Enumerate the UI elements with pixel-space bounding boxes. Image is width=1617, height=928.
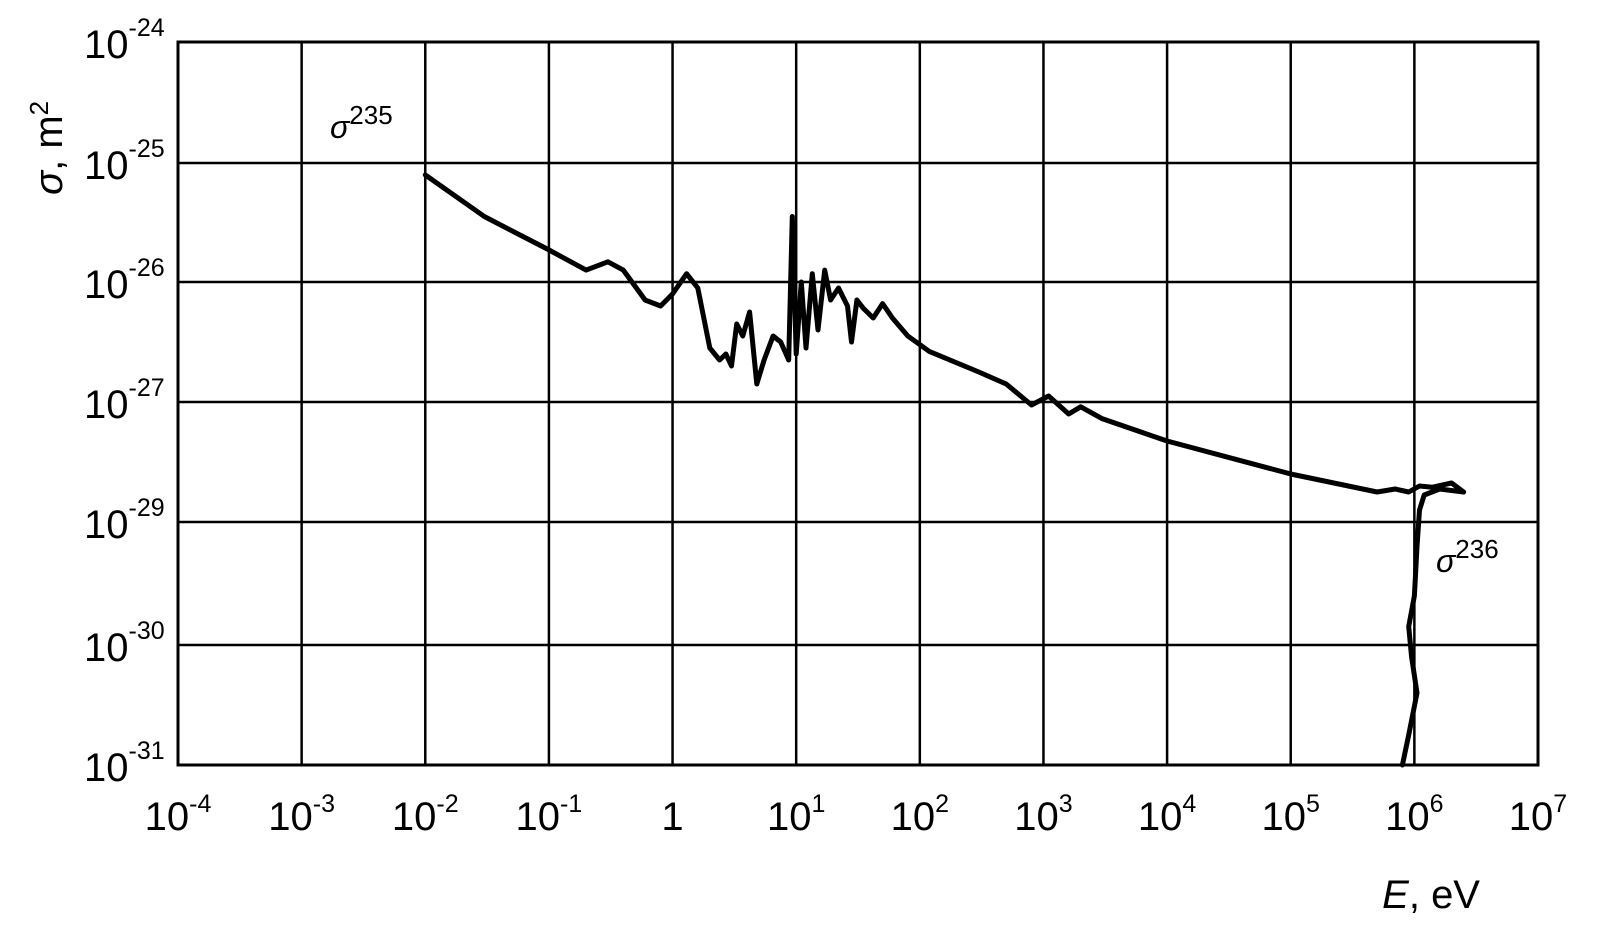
x-tick-label: 10-4 <box>145 790 212 839</box>
y-axis-unit-exponent: 2 <box>24 101 54 115</box>
y-tick-label: 10-25 <box>84 135 165 188</box>
x-tick-label: 106 <box>1385 790 1443 839</box>
y-axis-unit: m <box>27 115 71 148</box>
x-tick-label: 102 <box>891 790 949 839</box>
y-axis-symbol: σ <box>27 169 71 195</box>
x-tick-label: 10-2 <box>392 790 459 839</box>
x-axis-ticks: 10-4 10-3 10-2 10-1 1 101 102 103 104 105 106 107 <box>145 790 1568 839</box>
x-tick-label: 101 <box>767 790 825 839</box>
series-labels: σ235 σ236 <box>330 100 1499 579</box>
y-tick-label: 10-30 <box>84 617 165 670</box>
x-tick-label: 105 <box>1262 790 1320 839</box>
y-tick-label: 10-24 <box>84 14 165 67</box>
x-axis-label: E, eV <box>1382 873 1480 917</box>
x-tick-label: 107 <box>1509 790 1567 839</box>
y-tick-label: 10-29 <box>84 494 165 547</box>
grid <box>178 42 1538 765</box>
x-axis-symbol: E <box>1382 873 1410 917</box>
y-tick-label: 10-26 <box>84 254 165 307</box>
x-tick-label: 10-1 <box>516 790 583 839</box>
series-line-235 <box>422 172 1467 495</box>
x-tick-label: 1 <box>661 795 683 839</box>
y-axis-ticks: 10-24 10-25 10-26 10-27 10-29 10-30 10-31 <box>84 14 165 790</box>
x-tick-label: 104 <box>1138 790 1197 839</box>
x-tick-label: 10-3 <box>268 790 335 839</box>
series-label-236: σ236 <box>1436 534 1499 579</box>
series-line-236 <box>1399 486 1467 768</box>
y-axis-label: σ, m2 <box>24 101 71 195</box>
y-tick-label: 10-27 <box>84 374 165 427</box>
plot-frame <box>176 40 1540 767</box>
series-label-235: σ235 <box>330 100 393 145</box>
series-layer <box>422 172 1467 768</box>
x-axis-unit: eV <box>1431 873 1480 917</box>
y-tick-label: 10-31 <box>84 737 165 790</box>
x-tick-label: 103 <box>1014 790 1072 839</box>
